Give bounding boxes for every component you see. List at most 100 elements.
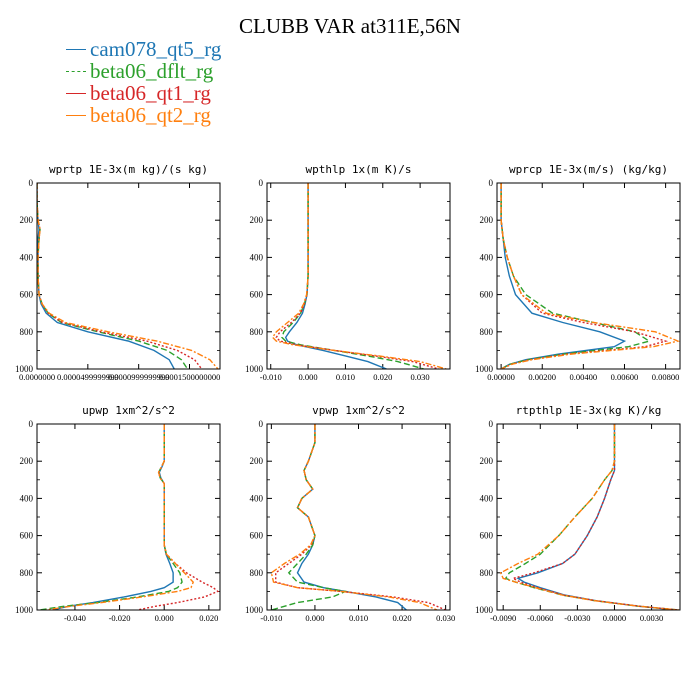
y-tick-label: 200 [480,215,494,225]
legend-item: beta06_qt1_rg [66,80,221,105]
series-line [37,183,189,369]
y-tick-label: 400 [250,493,264,503]
panel-title: rtpthlp 1E-3x(kg K)/kg [516,404,662,417]
x-tick-label: -0.040 [64,613,86,623]
series-line [499,424,679,610]
legend-label: beta06_qt2_rg [90,102,211,127]
y-tick-label: 1000 [245,605,264,615]
y-tick-label: 600 [480,290,494,300]
x-tick-label: -0.0060 [527,613,553,623]
figure-title: CLUBB VAR at311E,56N [239,14,461,38]
x-tick-label: 0.0001500000000 [159,372,221,382]
series-line [500,183,651,369]
x-tick-label: 0.0000000 [19,372,55,382]
y-tick-label: 400 [20,493,34,503]
series-line [270,424,438,610]
panel-title: wprtp 1E-3x(m kg)/(s kg) [49,163,208,176]
x-tick-label: 0.020 [373,372,392,382]
x-tick-label: 0.000 [305,613,324,623]
y-tick-label: 1000 [475,364,494,374]
x-tick-label: 0.000 [299,372,318,382]
series-line [296,424,407,610]
panel-title: wpthlp 1x(m K)/s [306,163,412,176]
y-tick-label: 1000 [245,364,264,374]
y-tick-label: 600 [250,290,264,300]
y-tick-label: 1000 [15,605,34,615]
y-tick-label: 200 [250,456,264,466]
legend-line-1 [66,70,86,72]
legend-item: beta06_qt2_rg [66,102,221,127]
series-line [504,424,679,610]
y-tick-label: 0 [259,419,264,429]
x-tick-label: 0.0000499999999 [57,372,119,382]
series-line [500,183,627,369]
x-tick-label: 0.00200 [528,372,556,382]
series-line [281,183,425,369]
y-tick-label: 0 [489,178,494,188]
y-tick-label: 200 [20,456,34,466]
series-line [52,424,174,610]
y-tick-label: 400 [20,252,34,262]
plot-frame [266,423,451,611]
y-tick-label: 800 [20,327,34,337]
y-tick-label: 800 [250,568,264,578]
series-line [45,424,195,610]
y-tick-label: 800 [480,568,494,578]
series-line [500,183,669,369]
series-line [37,183,219,369]
y-tick-label: 400 [480,252,494,262]
series-line [271,183,447,369]
y-tick-label: 0 [259,178,264,188]
legend-line-2 [66,92,86,94]
x-tick-label: -0.010 [260,372,282,382]
x-tick-label: 0.020 [199,613,218,623]
x-tick-label: 0.0000999999999 [108,372,170,382]
y-tick-label: 200 [480,456,494,466]
x-tick-label: -0.0030 [564,613,590,623]
series-line [39,424,183,610]
y-tick-label: 400 [250,252,264,262]
panel-title: upwp 1xm^2/s^2 [82,404,175,417]
x-tick-label: 0.00000 [487,372,515,382]
series-line [511,424,679,610]
x-tick-label: -0.020 [109,613,131,623]
series-line [500,183,680,369]
y-tick-label: 600 [480,531,494,541]
panel-title: wprcp 1E-3x(m/s) (kg/kg) [509,163,668,176]
x-tick-label: 0.0000 [603,613,626,623]
y-tick-label: 800 [20,568,34,578]
legend-line-3 [66,114,86,116]
y-tick-label: 200 [20,215,34,225]
legend-item: cam078_qt5_rg [66,36,222,61]
series-line [137,424,220,610]
series-line [275,183,439,369]
x-tick-label: 0.010 [349,613,368,623]
y-tick-label: 800 [250,327,264,337]
plot-frame [266,182,451,370]
y-tick-label: 600 [20,531,34,541]
y-tick-label: 0 [29,178,34,188]
x-tick-label: 0.020 [393,613,412,623]
y-tick-label: 600 [20,290,34,300]
series-line [37,183,203,369]
y-tick-label: 200 [250,215,264,225]
x-tick-label: 0.010 [336,372,355,382]
x-tick-label: 0.00600 [611,372,639,382]
y-tick-label: 0 [489,419,494,429]
x-tick-label: 0.030 [411,372,430,382]
x-tick-label: -0.0090 [490,613,516,623]
legend-line-0 [66,48,86,50]
legend-label: beta06_qt1_rg [90,80,211,105]
legend-label: cam078_qt5_rg [90,36,222,61]
y-tick-label: 1000 [475,605,494,615]
legend-label: beta06_dflt_rg [90,58,214,83]
y-tick-label: 800 [480,327,494,337]
x-tick-label: 0.030 [436,613,455,623]
plot-frame [36,182,221,370]
x-tick-label: 0.00400 [570,372,598,382]
plot-frame [496,423,681,611]
x-tick-label: -0.010 [260,613,282,623]
legend: cam078_qt5_rg beta06_dflt_rg beta06_qt1_… [66,36,222,127]
series-line [284,183,387,369]
